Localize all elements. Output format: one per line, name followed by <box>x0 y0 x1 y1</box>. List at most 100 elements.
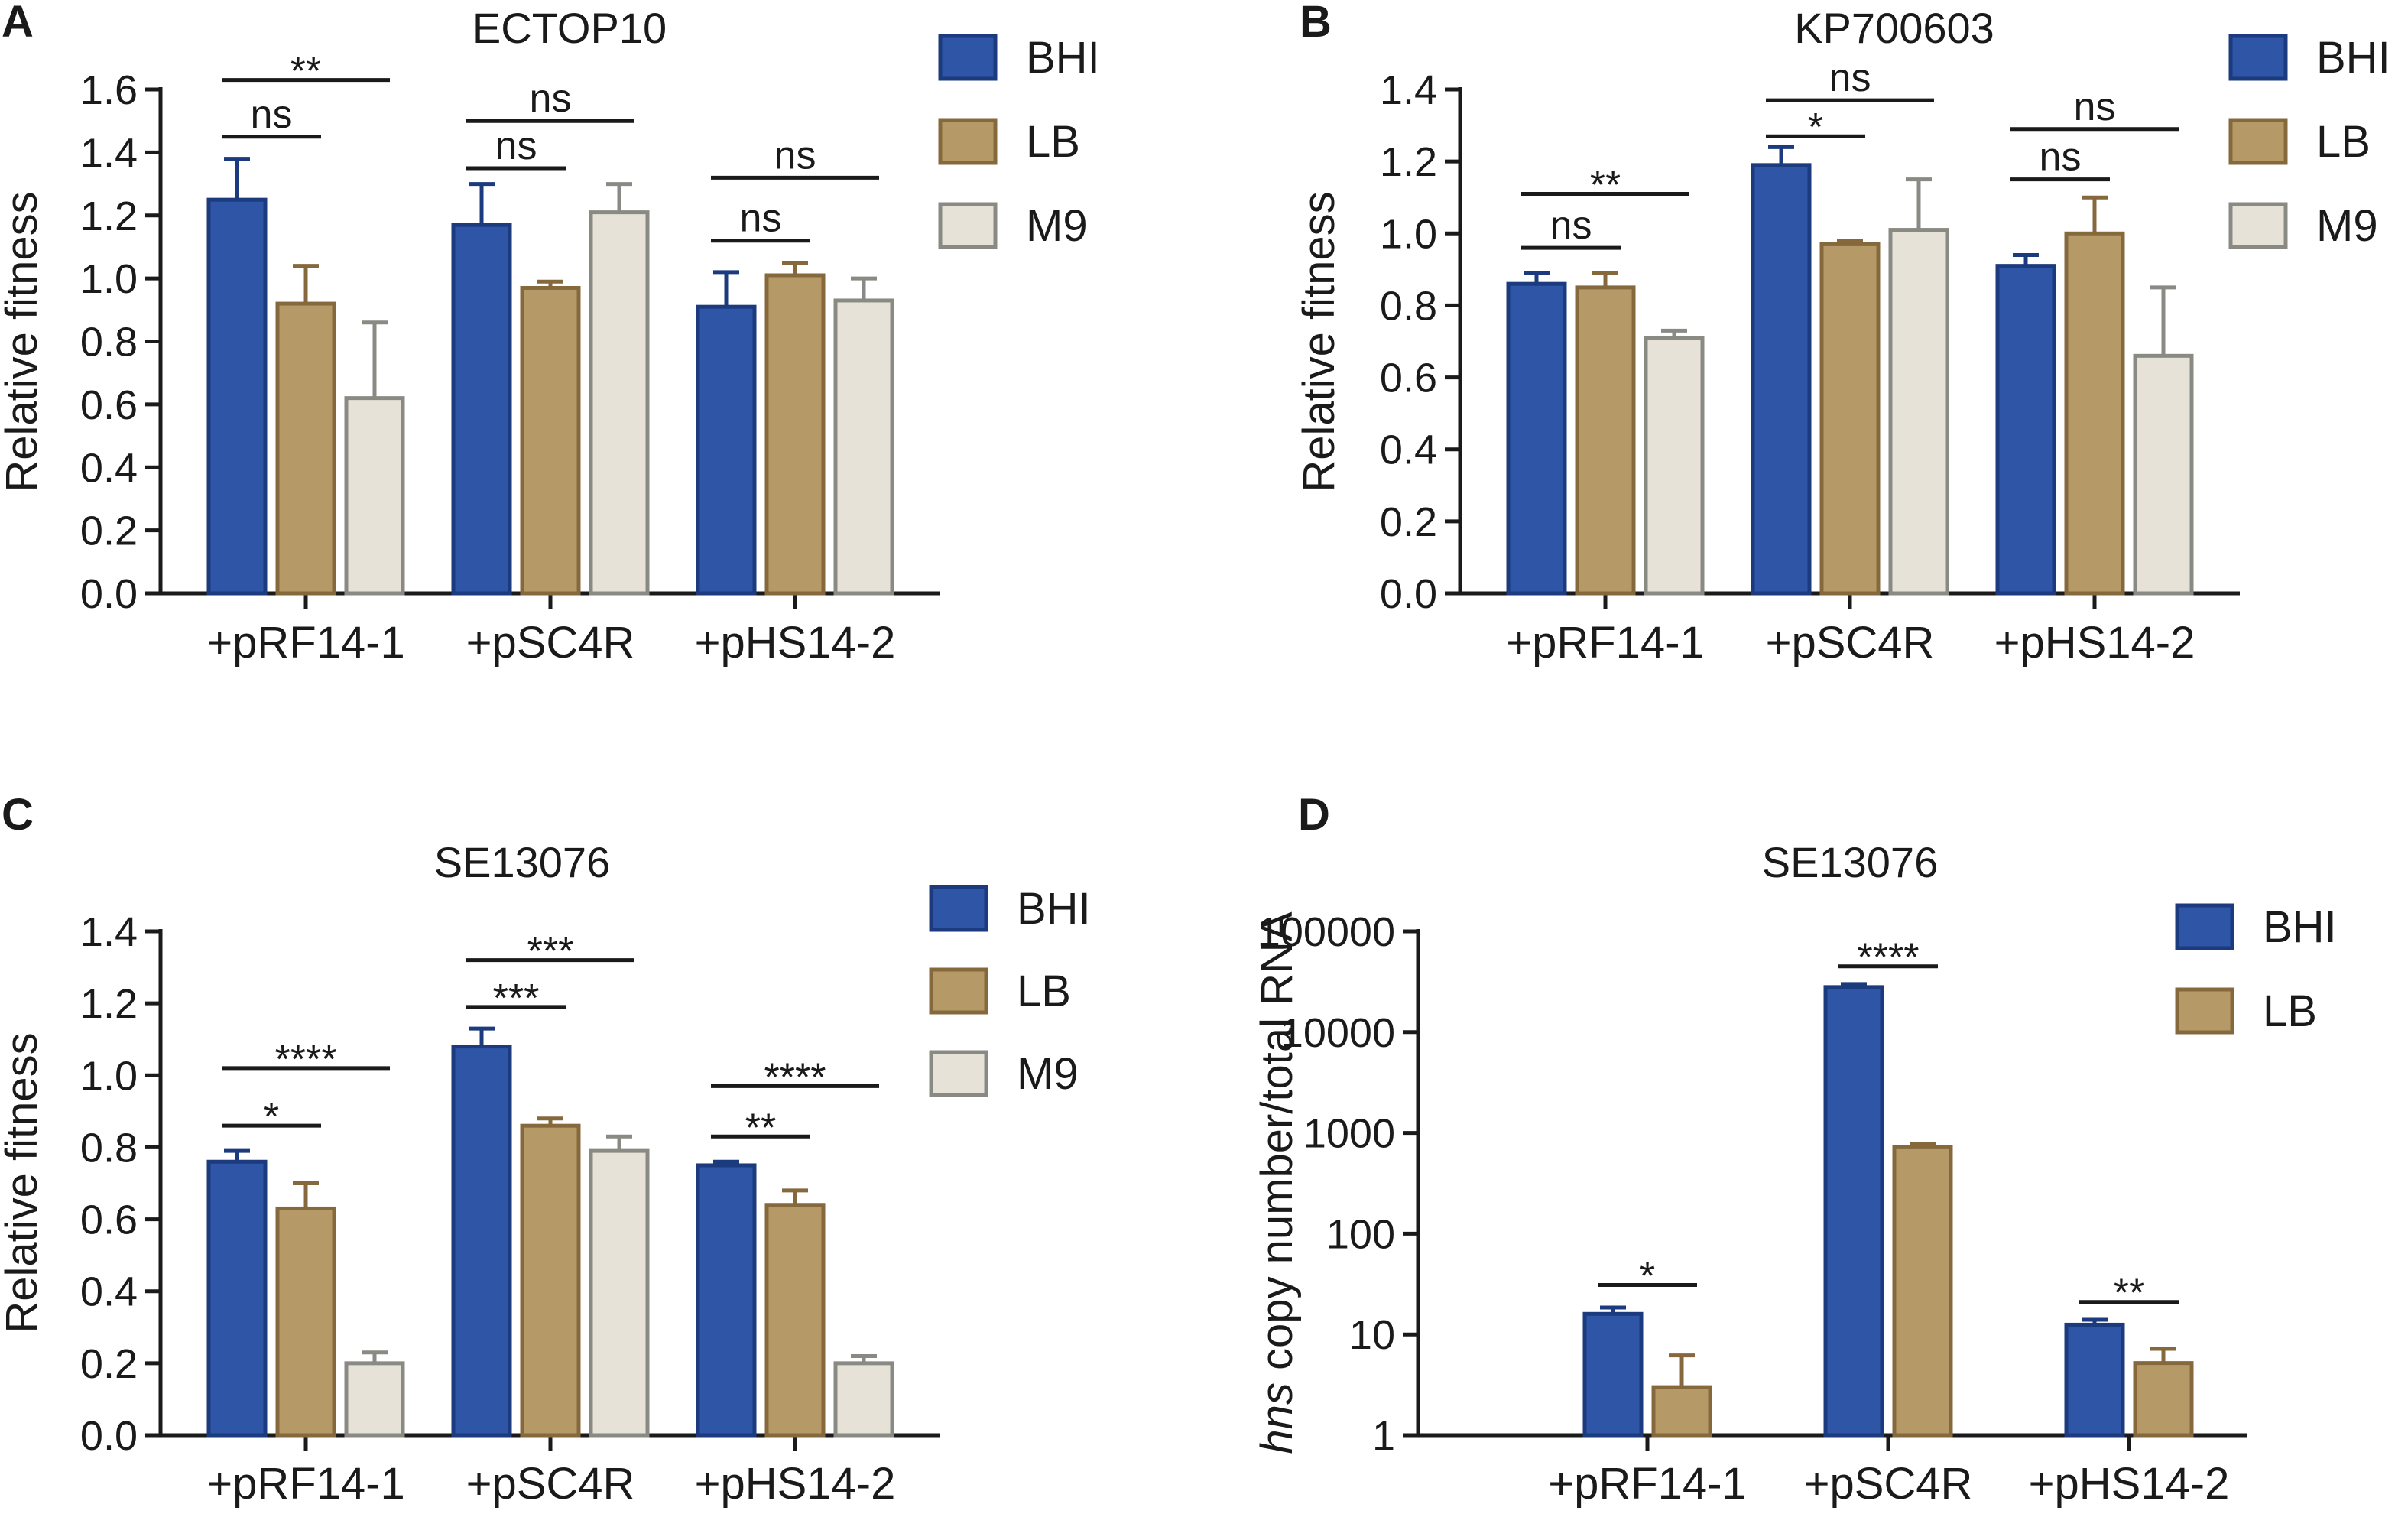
y-tick-label: 10 <box>1349 1312 1395 1358</box>
bar-lb <box>275 1206 336 1438</box>
y-tick-label: 0.8 <box>80 320 138 366</box>
y-tick-label: 0.0 <box>80 1413 138 1459</box>
significance-label: ** <box>1590 164 1621 208</box>
legend-swatch-bhi <box>2175 903 2234 950</box>
legend-label: LB <box>2316 117 2371 167</box>
bar-bhi <box>2064 1322 2125 1438</box>
x-category-label: +pRF14-1 <box>206 1459 405 1509</box>
y-tick-label: 0.8 <box>1380 283 1437 329</box>
bar-lb <box>1575 285 1636 596</box>
legend-label: LB <box>2263 986 2317 1036</box>
y-tick-label: 0.0 <box>80 571 138 617</box>
legend-label: M9 <box>1026 201 1088 251</box>
y-tick-label: 1.4 <box>80 130 138 176</box>
y-axis-label: Relative fitness <box>0 1032 47 1333</box>
legend-swatch-bhi <box>938 34 998 81</box>
bar-bhi <box>206 197 268 596</box>
legend-swatch-lb <box>938 118 998 165</box>
significance-label: ns <box>530 76 572 121</box>
bar-m9 <box>344 1361 405 1438</box>
y-axis-label: Relative fitness <box>1294 191 1344 492</box>
significance-label: *** <box>527 930 574 974</box>
bar-lb <box>2064 231 2125 596</box>
bar-bhi <box>1506 281 1567 596</box>
significance-label: **** <box>1858 936 1920 980</box>
significance-label: *** <box>493 976 540 1021</box>
y-tick-label: 1.2 <box>80 981 138 1027</box>
y-tick-label: 100000 <box>1258 909 1395 955</box>
x-category-label: +pSC4R <box>1804 1459 1973 1509</box>
bar-lb <box>1651 1385 1712 1438</box>
significance-label: ** <box>290 50 321 94</box>
bar-bhi <box>451 1045 512 1438</box>
legend-label: M9 <box>2316 201 2378 251</box>
significance-label: * <box>264 1095 279 1139</box>
panel-letter: B <box>1300 0 1332 47</box>
legend-swatch-lb <box>2228 118 2288 165</box>
significance-label: ns <box>495 124 537 168</box>
bar-m9 <box>2133 353 2194 596</box>
bar-m9 <box>344 396 405 596</box>
y-tick-label: 0.6 <box>80 1197 138 1243</box>
significance-label: ns <box>774 133 816 177</box>
y-tick-label: 1.0 <box>80 1053 138 1099</box>
bar-bhi <box>1823 985 1884 1438</box>
bar-bhi <box>1995 264 2056 596</box>
significance-label: ns <box>2040 135 2082 180</box>
x-category-label: +pHS14-2 <box>695 1459 896 1509</box>
significance-label: ns <box>1829 56 1871 100</box>
chart-title: ECTOP10 <box>472 4 667 52</box>
y-tick-label: 1.0 <box>80 256 138 302</box>
panel-letter: C <box>2 790 34 840</box>
legend-swatch-lb <box>929 967 988 1015</box>
legend-swatch-lb <box>2175 987 2234 1035</box>
bar-m9 <box>589 1148 650 1438</box>
y-tick-label: 0.0 <box>1380 571 1437 617</box>
bar-lb <box>764 273 826 596</box>
x-category-label: +pHS14-2 <box>2029 1459 2230 1509</box>
y-tick-label: 0.4 <box>80 445 138 491</box>
y-tick-label: 1.2 <box>1380 139 1437 185</box>
legend-label: BHI <box>1017 884 1091 934</box>
legend-swatch-bhi <box>2228 34 2288 81</box>
legend-swatch-m9 <box>929 1050 988 1097</box>
bar-lb <box>520 285 581 596</box>
x-category-label: +pSC4R <box>466 1459 635 1509</box>
y-axis-label: hns copy number/total RNA <box>1252 911 1302 1454</box>
bar-bhi <box>696 1163 757 1438</box>
y-tick-label: 1.0 <box>1380 211 1437 257</box>
y-tick-label: 10000 <box>1280 1010 1395 1056</box>
y-tick-label: 0.2 <box>1380 499 1437 545</box>
significance-label: ns <box>2074 85 2116 129</box>
y-tick-label: 1.4 <box>80 909 138 955</box>
bar-lb <box>275 301 336 596</box>
legend-label: BHI <box>1026 33 1100 83</box>
chart-title: SE13076 <box>1762 838 1938 886</box>
legend-label: BHI <box>2263 902 2337 952</box>
y-tick-label: 0.4 <box>1380 427 1437 473</box>
y-tick-label: 1.6 <box>80 67 138 113</box>
bar-bhi <box>206 1159 268 1438</box>
bar-bhi <box>451 223 512 596</box>
x-category-label: +pRF14-1 <box>1506 618 1705 668</box>
significance-label: ** <box>2114 1272 2144 1316</box>
bar-m9 <box>833 298 894 596</box>
significance-label: * <box>1808 106 1823 150</box>
y-tick-label: 0.4 <box>80 1269 138 1315</box>
y-tick-label: 100 <box>1326 1211 1395 1257</box>
x-category-label: +pHS14-2 <box>695 618 896 668</box>
y-tick-label: 0.8 <box>80 1125 138 1171</box>
legend-label: BHI <box>2316 33 2390 83</box>
significance-label: **** <box>764 1055 826 1100</box>
x-category-label: +pRF14-1 <box>1548 1459 1747 1509</box>
significance-label: ns <box>740 197 782 241</box>
y-tick-label: 1.4 <box>1380 67 1437 113</box>
legend-label: LB <box>1017 967 1071 1016</box>
bar-bhi <box>1582 1311 1644 1438</box>
y-axis-label: Relative fitness <box>0 191 47 492</box>
bar-lb <box>764 1203 826 1438</box>
y-axis-label-rest: copy number/total RNA <box>1252 911 1302 1382</box>
y-tick-label: 0.2 <box>80 1341 138 1387</box>
y-tick-label: 0.6 <box>80 382 138 428</box>
